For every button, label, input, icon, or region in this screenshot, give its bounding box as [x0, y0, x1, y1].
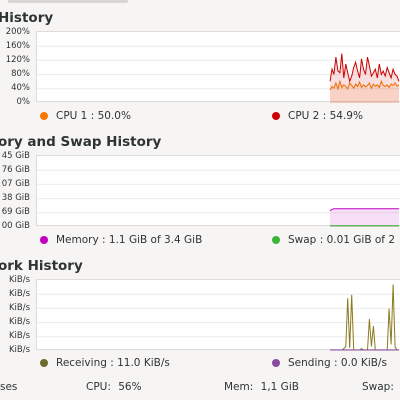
- memory-ylabel: 00 GiB: [1, 221, 30, 231]
- cpu-2-series-line: [329, 53, 400, 83]
- status-mem-label: Mem:: [224, 381, 254, 393]
- cpu2-legend-label: CPU 2 : 54.9%: [288, 110, 363, 122]
- cpu1-legend[interactable]: CPU 1 : 50.0%: [40, 110, 131, 122]
- swap-legend[interactable]: Swap : 0.01 GiB of 2: [272, 234, 395, 246]
- receiving-color-dot[interactable]: [40, 359, 48, 367]
- cpu-ylabel: 160%: [5, 41, 30, 51]
- cpu-history-title: History: [0, 10, 54, 26]
- cpu-ylabel: 40%: [11, 83, 30, 93]
- memory-ylabel: 07 GiB: [1, 179, 30, 189]
- memory-legend[interactable]: Memory : 1.1 GiB of 3.4 GiB: [40, 234, 202, 246]
- receiving-legend[interactable]: Receiving : 11.0 KiB/s: [40, 357, 170, 369]
- receiving-legend-label: Receiving : 11.0 KiB/s: [56, 357, 170, 369]
- memory-ylabel: 45 GiB: [1, 151, 30, 161]
- memory-swap-history-title: ory and Swap History: [0, 134, 162, 150]
- status-processes-label: ses: [0, 381, 18, 393]
- cpu-chart-svg: [37, 45, 400, 103]
- memory-legend-label: Memory : 1.1 GiB of 3.4 GiB: [56, 234, 203, 246]
- cpu-ylabel: 0%: [16, 97, 31, 107]
- network-chart-svg: [37, 284, 400, 351]
- cpu-ylabel: 80%: [11, 69, 30, 79]
- status-memory: Mem: 1,1 GiB: [224, 381, 299, 393]
- network-ylabel: KiB/s: [8, 317, 30, 327]
- swap-color-dot[interactable]: [272, 236, 280, 244]
- sending-legend[interactable]: Sending : 0.0 KiB/s: [272, 357, 387, 369]
- status-cpu-value: 56%: [118, 381, 142, 393]
- cpu2-legend[interactable]: CPU 2 : 54.9%: [272, 110, 363, 122]
- network-history-title: ork History: [0, 258, 83, 274]
- status-cpu-label: CPU:: [86, 381, 111, 393]
- network-ylabel: KiB/s: [8, 275, 30, 285]
- tab-indicator[interactable]: [8, 0, 128, 3]
- status-cpu: CPU: 56%: [86, 381, 142, 393]
- memory-area: [330, 208, 399, 227]
- cpu-2-area: [330, 53, 399, 103]
- cpu-ylabel: 200%: [5, 27, 30, 37]
- cpu-1-series-line: [329, 79, 400, 91]
- memory-chart-svg: [37, 169, 400, 227]
- memory-history-graph: [36, 155, 400, 227]
- swap-legend-label: Swap : 0.01 GiB of 2: [288, 234, 396, 246]
- network-ylabel: KiB/s: [8, 345, 30, 355]
- status-swap: Swap:: [362, 381, 394, 393]
- tab-strip: [0, 0, 400, 4]
- memory-ylabel: 38 GiB: [1, 193, 30, 203]
- cpu-ylabel: 120%: [5, 55, 30, 65]
- status-swap-label: Swap:: [362, 381, 394, 393]
- network-ylabel: KiB/s: [8, 303, 30, 313]
- network-history-graph: [36, 279, 400, 351]
- status-mem-value: 1,1 GiB: [260, 381, 299, 393]
- cpu1-legend-label: CPU 1 : 50.0%: [56, 110, 131, 122]
- network-ylabel: KiB/s: [8, 289, 30, 299]
- sending-legend-label: Sending : 0.0 KiB/s: [288, 357, 387, 369]
- memory-ylabel: 69 GiB: [1, 207, 30, 217]
- cpu-history-graph: [36, 31, 400, 103]
- memory-series-line: [329, 208, 399, 212]
- cpu-1-area: [330, 81, 399, 103]
- memory-color-dot[interactable]: [40, 236, 48, 244]
- cpu2-color-dot[interactable]: [272, 112, 280, 120]
- status-processes: ses: [0, 381, 17, 393]
- memory-ylabel: 76 GiB: [1, 165, 30, 175]
- network-ylabel: KiB/s: [8, 331, 30, 341]
- cpu1-color-dot[interactable]: [40, 112, 48, 120]
- sending-color-dot[interactable]: [272, 359, 280, 367]
